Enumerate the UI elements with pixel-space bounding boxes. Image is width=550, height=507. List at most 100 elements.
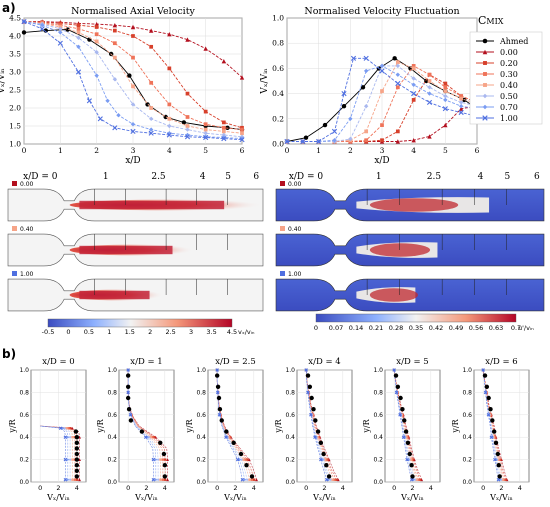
y-tick-label: 0.8 [272,39,284,48]
profile-point [71,436,74,439]
colorbar-right-tick: 0.42 [429,324,443,332]
data-point [303,135,309,140]
data-point [94,73,99,78]
data-point [427,134,432,139]
data-point [411,98,416,102]
profile-point [409,477,414,482]
y-tick-label: 1.0 [9,140,21,149]
profile-point [65,427,68,430]
legend-label: 0.50 [500,92,518,101]
data-point [284,138,290,145]
profile-y-tick: 0.6 [107,412,117,419]
data-point [348,116,353,121]
profile-ahmed-point [74,446,80,451]
profile-x-tick: 2 [410,484,414,492]
data-point [395,63,401,69]
data-point [94,25,99,29]
data-point [116,113,121,118]
profile-title: x/D = 2.5 [215,357,256,367]
profile-point [499,478,503,482]
y-tick-label: 1.0 [272,14,284,23]
row-tag-marker [12,226,17,231]
profile-ahmed-point [409,463,414,468]
data-point [427,72,432,77]
profile-point [489,435,494,439]
data-point [112,77,118,82]
profile-ahmed-point [496,463,501,468]
profile-y-label: y/R [274,418,283,433]
data-point [112,41,117,46]
profile-y-tick: 0.4 [462,434,472,441]
profile-y-tick: 0.2 [107,457,117,464]
legend: CMIX Ahmed 0.00 0.20 0.30 0.40 0.50 0.70 1.00 [469,14,543,125]
profile-x-tick: 0 [481,484,485,492]
axial-velocity-chart: 0 1 2 3 4 5 6 1.0 1.5 2.0 2.5 3.0 3.5 4.0 4.5 Normalise… [0,6,245,166]
profile-point [159,478,162,481]
profile-point [398,413,402,417]
profile-ahmed-point [244,463,249,468]
data-point [131,55,135,60]
profile-series-line [40,425,80,480]
data-point [443,85,448,90]
profile-y-label: y/R [8,418,17,433]
row-tag-label: 0.00 [288,181,302,188]
profile-point [151,457,156,462]
profile-ahmed-point [398,395,403,401]
data-point [167,116,172,121]
data-point [348,136,353,142]
profile-series-line [305,369,335,480]
data-point [203,46,208,51]
contour-right-peak [369,198,459,212]
data-point [203,127,208,132]
colorbar-left-tick: 3 [189,328,193,336]
data-point [364,129,369,134]
profile-ahmed-point [486,395,491,401]
data-point [131,34,135,38]
xd-label-left: 2.5 [151,172,166,182]
data-point [395,129,400,134]
profile-ahmed-point [231,440,236,445]
profile-ahmed-point [158,440,163,445]
profile-point [63,457,68,462]
row-tag-label: 1.00 [288,271,302,278]
profile-y-tick: 0.2 [285,457,295,464]
profile-point [69,427,72,430]
data-point [112,55,117,60]
profile-ahmed-point [395,384,401,389]
data-point [167,102,172,107]
profile-ahmed-point [311,407,316,412]
profile-point [71,478,74,481]
profile-ahmed-point [324,463,329,468]
x-tick-label: 2 [348,146,353,155]
profile-ahmed-point [238,451,244,457]
data-point [181,120,187,125]
profile-point [255,478,258,482]
profile-y-tick: 0.2 [373,457,383,464]
profile-point [217,413,222,417]
data-point [459,96,464,101]
colorbar-right-tick: 0.14 [349,324,363,332]
data-point [76,26,81,31]
profile-ahmed-point [74,440,80,445]
data-point [112,28,117,33]
profile-title: x/D = 0 [42,357,74,367]
profile-ahmed-point [484,384,490,389]
data-point [427,91,432,96]
profile-point [126,368,130,372]
x-tick-label: 1 [316,146,321,155]
profile-point [67,427,70,430]
profile-point [68,435,72,439]
data-point [364,138,369,143]
data-point [203,131,208,136]
data-point [130,102,136,107]
profile-x-tick: 4 [252,484,256,492]
profile-ahmed-point [125,395,131,401]
profile-ahmed-point [326,474,332,479]
profile-ahmed-point [74,435,80,440]
data-point [458,109,464,116]
data-point [424,78,429,84]
data-point [442,106,448,112]
data-point [411,66,416,71]
profile-charts: 0.0 0.2 0.4 0.6 0.8 1.0 0 2 4 x/D = 0 Vₓ/Vᵢₙ y/R 0.0… [8,357,530,502]
profile-ahmed-point [217,407,223,412]
